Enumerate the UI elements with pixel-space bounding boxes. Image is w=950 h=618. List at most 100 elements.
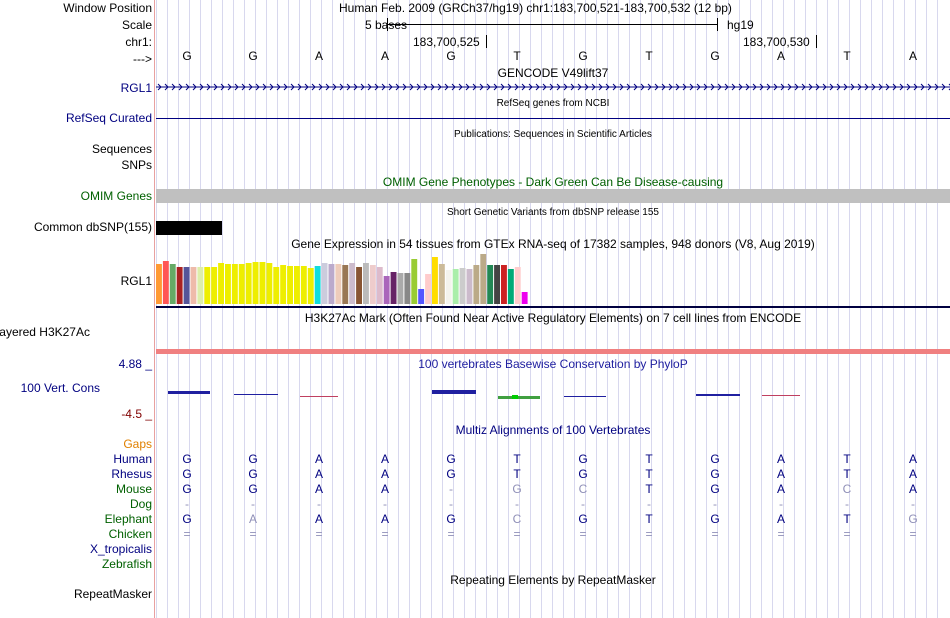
species-label-zebrafish[interactable]: Zebrafish (101, 557, 152, 571)
gridline (200, 0, 201, 618)
label-separator (154, 0, 155, 618)
gridline (717, 0, 718, 618)
alignment-base: G (578, 467, 588, 481)
gridline (596, 0, 597, 618)
phylop-mark (432, 390, 476, 394)
gencode-title: GENCODE V49lift37 (497, 66, 609, 80)
species-label-x_tropicalis[interactable]: X_tropicalis (89, 542, 152, 556)
gtex-tissue-bar (231, 264, 238, 304)
gtex-tissue-bar (432, 257, 438, 304)
dbsnp-title: Short Genetic Variants from dbSNP releas… (447, 207, 659, 218)
alignment-base: - (317, 497, 321, 511)
alignment-base: C (578, 482, 588, 496)
snps-label[interactable]: SNPs (121, 158, 152, 172)
alignment-base: - (185, 497, 189, 511)
omim-title: OMIM Gene Phenotypes - Dark Green Can Be… (382, 175, 724, 189)
phylop-mark (234, 394, 278, 395)
rgl1-gtex-label[interactable]: RGL1 (120, 274, 152, 288)
gtex-tissue-bar (452, 269, 459, 304)
gridline (739, 0, 740, 618)
gridline (442, 0, 443, 618)
gtex-tissue-bar (238, 264, 245, 304)
omim-phenotype-bar[interactable] (156, 189, 950, 203)
gtex-tissue-bar (169, 264, 176, 304)
species-label-elephant[interactable]: Elephant (104, 512, 152, 526)
alignment-base: A (314, 482, 323, 496)
alignment-base: A (908, 452, 917, 466)
alignment-base: G (248, 467, 258, 481)
phylop-mark (168, 391, 210, 394)
h3k27ac-signal-bar[interactable] (156, 349, 950, 354)
gtex-tissue-bar (266, 263, 273, 304)
track-area[interactable]: Human Feb. 2009 (GRCh37/hg19) chr1:183,7… (156, 0, 950, 618)
gridline (695, 0, 696, 618)
alignment-base: G (710, 467, 720, 481)
gtex-tissue-bar (342, 265, 349, 304)
species-label-human[interactable]: Human (113, 452, 152, 466)
gridline (860, 0, 861, 618)
sequences-label[interactable]: Sequences (91, 142, 152, 156)
phylop-mark (564, 396, 606, 397)
phylop-mark (512, 395, 518, 399)
alignment-base: A (380, 452, 389, 466)
vert-cons-label[interactable]: 100 Vert. Cons (20, 381, 100, 395)
species-label-rhesus[interactable]: Rhesus (111, 467, 152, 481)
alignment-base: G (578, 452, 588, 466)
alignment-base: = (777, 527, 785, 541)
gtex-bar-chart[interactable] (156, 252, 950, 304)
alignment-base: G (182, 482, 192, 496)
alignment-base: T (513, 467, 521, 481)
gtex-tissue-bar (480, 254, 487, 304)
gtex-tissue-bar (397, 273, 404, 304)
multiz-title: Multiz Alignments of 100 Vertebrates (455, 423, 651, 437)
refseq-curated-label[interactable]: RefSeq Curated (65, 111, 152, 125)
gridline (882, 0, 883, 618)
gridline (189, 0, 190, 618)
alignment-base: - (647, 497, 651, 511)
gridline (365, 0, 366, 618)
gridline (618, 0, 619, 618)
species-label-mouse[interactable]: Mouse (115, 482, 152, 496)
gaps-label[interactable]: Gaps (123, 437, 152, 451)
phylop-track[interactable] (156, 384, 950, 408)
alignment-base: = (711, 527, 719, 541)
rgl1-gene-track[interactable] (156, 80, 950, 94)
alignment-base: - (713, 497, 717, 511)
gridline (728, 0, 729, 618)
gtex-tissue-bar (418, 289, 425, 304)
gtex-tissue-bar (335, 264, 342, 304)
alignment-base: = (447, 527, 455, 541)
alignment-base: A (380, 467, 389, 481)
gridline (706, 0, 707, 618)
layered-h3k27ac-label[interactable]: Layered H3K27Ac (0, 325, 90, 339)
refseq-gene-line[interactable] (156, 118, 950, 119)
scale-bar (388, 24, 717, 25)
gtex-tissue-bar (356, 267, 362, 304)
dbsnp-variant-block[interactable] (156, 221, 222, 235)
repeatmasker-label[interactable]: RepeatMasker (73, 587, 152, 601)
gridline (750, 0, 751, 618)
gridline (266, 0, 267, 618)
species-label-chicken[interactable]: Chicken (108, 527, 152, 541)
gridline (288, 0, 289, 618)
gtex-tissue-bar (507, 269, 514, 304)
alignment-base: = (249, 527, 257, 541)
gridline (475, 0, 476, 618)
base-letter: T (645, 49, 653, 63)
rgl1-gene-label[interactable]: RGL1 (120, 81, 152, 95)
alignment-base: T (645, 452, 653, 466)
repeatmasker-title: Repeating Elements by RepeatMasker (450, 573, 656, 587)
gridline (277, 0, 278, 618)
alignment-base: - (383, 497, 387, 511)
gridline (420, 0, 421, 618)
omim-genes-label[interactable]: OMIM Genes (80, 189, 152, 203)
alignment-base: A (776, 482, 785, 496)
gridline (409, 0, 410, 618)
alignment-base: C (512, 512, 522, 526)
common-dbsnp-label[interactable]: Common dbSNP(155) (33, 220, 152, 234)
gridline (629, 0, 630, 618)
alignment-base: = (909, 527, 917, 541)
alignment-base: = (315, 527, 323, 541)
gtex-tissue-bar (162, 261, 169, 304)
species-label-dog[interactable]: Dog (129, 497, 152, 511)
